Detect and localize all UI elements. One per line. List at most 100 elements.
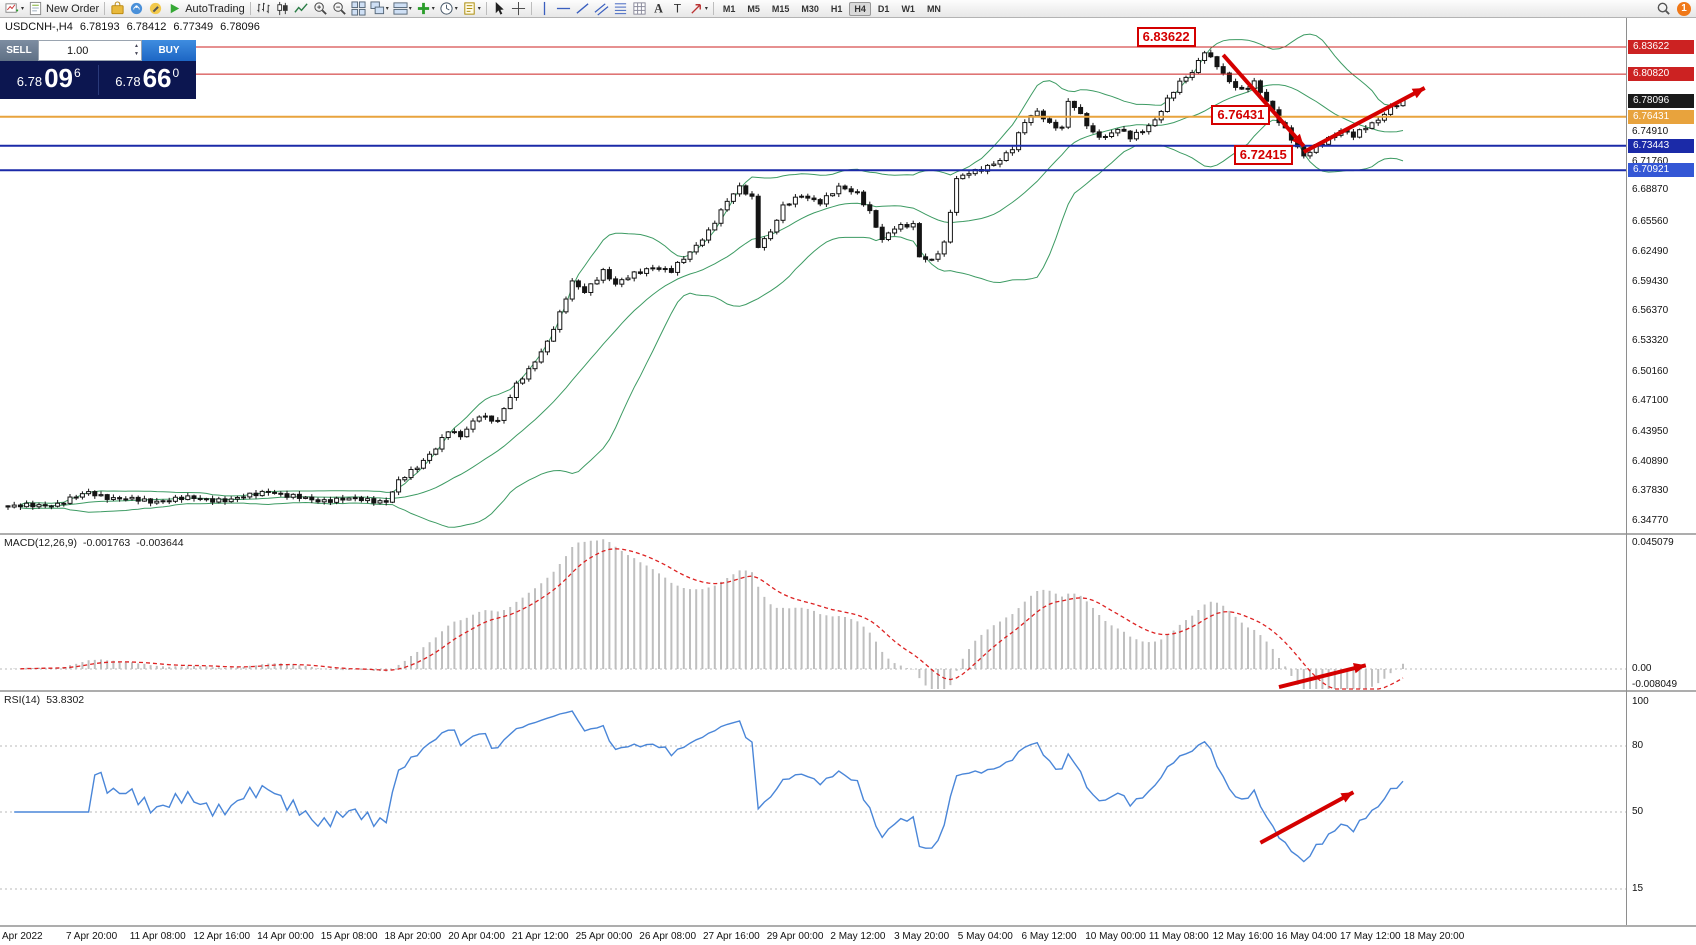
buy-price-big-digits: 66	[142, 62, 172, 93]
time-axis-label: 15 Apr 08:00	[320, 931, 378, 942]
sell-price-button[interactable]: 6.78 09 6	[0, 65, 98, 95]
trend-arrow[interactable]	[1302, 86, 1426, 154]
autotrading-button[interactable]: AutoTrading	[165, 1, 247, 17]
horizontal-line-tool-button[interactable]	[554, 1, 573, 17]
bar-chart-mode-button[interactable]	[254, 1, 273, 17]
line-chart-mode-button[interactable]	[292, 1, 311, 17]
new-chart-icon	[5, 1, 20, 16]
templates-icon	[462, 1, 477, 16]
price-axis-label: 6.34770	[1632, 514, 1669, 526]
price-annotation[interactable]: 6.72415	[1233, 144, 1293, 165]
rsi-axis-label: 50	[1632, 806, 1644, 817]
buy-price-prefix: 6.78	[115, 73, 141, 89]
price-tag-6.78096: 6.78096	[1628, 93, 1694, 108]
main-macd-separator[interactable]	[0, 533, 1696, 535]
bollinger-bands[interactable]	[20, 33, 1404, 528]
text-tool-button[interactable]: A	[649, 1, 668, 17]
text-label-tool-button[interactable]: T	[668, 1, 687, 17]
timeframe-H4[interactable]: H4	[849, 1, 871, 16]
chevron-down-icon: ▾	[477, 6, 481, 12]
price-annotation[interactable]: 6.83622	[1136, 27, 1196, 47]
buy-price-button[interactable]: 6.78 66 0	[99, 62, 197, 95]
arrows-tool-button[interactable]: ▾	[687, 1, 710, 17]
timeframe-H1[interactable]: H1	[830, 3, 843, 14]
grid-tool-icon	[632, 1, 647, 16]
volume-stepper[interactable]: ▲ ▼	[134, 42, 139, 58]
time-axis-label: 12 May 16:00	[1212, 931, 1274, 942]
templates-button[interactable]: ▾	[460, 1, 483, 17]
crosshair-tool-button[interactable]	[509, 1, 528, 17]
price-tag-6.73443: 6.73443	[1628, 138, 1694, 153]
macd-signal-value: -0.003644	[136, 537, 184, 549]
svg-text:A: A	[654, 2, 663, 16]
metaeditor-icon-button[interactable]	[146, 1, 165, 17]
time-axis-label: 21 Apr 12:00	[511, 931, 569, 942]
grid-tool-button[interactable]	[630, 1, 649, 17]
sell-button[interactable]: SELL	[0, 40, 38, 61]
auto-arrange-button[interactable]: ▾	[368, 1, 391, 17]
price-tag-6.76431: 6.76431	[1628, 109, 1694, 124]
price-tag-6.70921: 6.70921	[1628, 163, 1694, 178]
tile-windows-button[interactable]	[349, 1, 368, 17]
indicators-button[interactable]: ▾	[414, 1, 437, 17]
periods-button[interactable]: ▾	[437, 1, 460, 17]
toolbar-right-group: 1	[1654, 1, 1693, 17]
ohlc-close: 6.78096	[220, 21, 260, 33]
new-order-button[interactable]: New Order	[26, 1, 101, 17]
periods-icon	[439, 1, 454, 16]
candlestick-mode-button[interactable]	[273, 1, 292, 17]
zoom-out-button[interactable]	[330, 1, 349, 17]
price-axis-label: 6.59430	[1632, 275, 1669, 287]
toolbar: ▾ New Order AutoTrading ▾ ▾ ▾ ▾ ▾ A T ▾ M1 M5 M15 M30 H…	[0, 0, 1696, 18]
indicators-icon	[416, 1, 431, 16]
channel-tool-icon	[594, 1, 609, 16]
macd-histogram[interactable]	[8, 539, 1404, 689]
macd-signal-line[interactable]	[20, 548, 1404, 690]
time-axis-label: 16 May 04:00	[1276, 931, 1337, 942]
signals-icon-button[interactable]	[127, 1, 146, 17]
bar-chart-mode-icon	[256, 1, 271, 16]
price-axis-label: 6.56370	[1632, 305, 1669, 317]
timeframe-M15[interactable]: M15	[771, 3, 790, 14]
timeframe-M30[interactable]: M30	[801, 3, 819, 14]
vertical-line-tool-button[interactable]	[535, 1, 554, 17]
trendline-tool-button[interactable]	[573, 1, 592, 17]
market-icon-button[interactable]	[108, 1, 127, 17]
timeframe-MN[interactable]: MN	[926, 3, 941, 14]
channel-tool-button[interactable]	[592, 1, 611, 17]
text-tool-icon: A	[651, 1, 666, 16]
rsi-line[interactable]	[14, 710, 1404, 863]
cursor-tool-button[interactable]	[490, 1, 509, 17]
timeframe-W1[interactable]: W1	[901, 3, 915, 14]
timeframe-D1[interactable]: D1	[877, 3, 890, 14]
buy-button[interactable]: BUY	[142, 40, 196, 61]
timeframe-M5[interactable]: M5	[747, 3, 760, 14]
notification-badge[interactable]: 1	[1677, 1, 1691, 16]
timeframe-M1[interactable]: M1	[722, 3, 736, 14]
time-axis-label: Apr 2022	[2, 931, 43, 942]
price-annotation[interactable]: 6.76431	[1211, 104, 1271, 125]
zoom-in-button[interactable]	[311, 1, 330, 17]
new-chart-button[interactable]: ▾	[3, 1, 26, 17]
trend-arrow[interactable]	[1259, 790, 1355, 845]
time-axis-label: 29 Apr 00:00	[766, 931, 824, 942]
search-button[interactable]	[1654, 1, 1673, 17]
volume-input[interactable]: 1.00 ▲ ▼	[38, 40, 142, 61]
volume-up-icon[interactable]: ▲	[134, 43, 139, 49]
ohlc-low: 6.77349	[173, 21, 214, 33]
trend-arrow[interactable]	[1278, 663, 1367, 689]
toolbar-separator	[712, 2, 714, 15]
price-axis-separator	[1626, 18, 1627, 925]
new-order-icon	[28, 1, 43, 16]
crosshair-tool-icon	[511, 1, 526, 16]
track-chart-icon	[393, 1, 408, 16]
volume-down-icon[interactable]: ▼	[134, 51, 139, 57]
trend-arrow[interactable]	[1221, 53, 1306, 148]
track-chart-button[interactable]: ▾	[391, 1, 414, 17]
fibonacci-tool-button[interactable]	[611, 1, 630, 17]
macd-rsi-separator[interactable]	[0, 690, 1696, 692]
candlestick-series[interactable]	[5, 49, 1406, 510]
text-label-tool-icon: T	[670, 1, 685, 16]
tile-windows-icon	[351, 1, 366, 16]
